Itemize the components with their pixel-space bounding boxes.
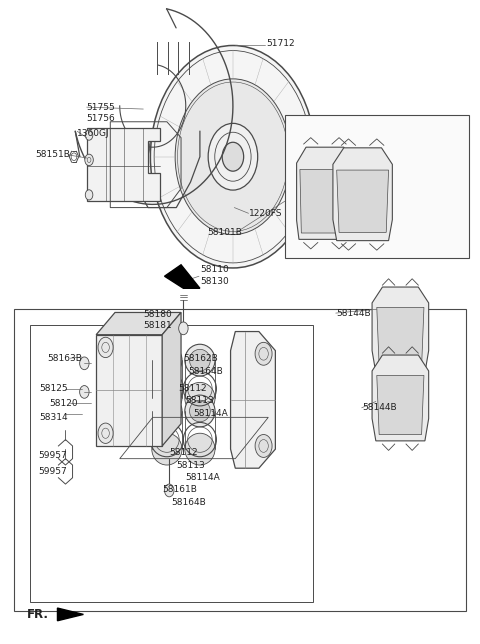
Polygon shape	[297, 147, 353, 240]
Ellipse shape	[190, 400, 210, 422]
Ellipse shape	[249, 194, 264, 208]
Text: 58164B: 58164B	[172, 498, 206, 507]
Polygon shape	[372, 355, 429, 441]
Text: 59957: 59957	[38, 451, 67, 460]
Circle shape	[208, 124, 258, 190]
Circle shape	[85, 154, 93, 166]
Circle shape	[98, 423, 113, 444]
Polygon shape	[96, 335, 162, 446]
Ellipse shape	[152, 383, 182, 414]
Circle shape	[80, 357, 89, 370]
Ellipse shape	[190, 349, 210, 371]
Text: 58162B: 58162B	[183, 354, 218, 363]
Bar	[285, 115, 469, 258]
Text: 58112: 58112	[169, 448, 198, 457]
Text: 58114A: 58114A	[193, 409, 228, 418]
Ellipse shape	[226, 95, 240, 109]
Text: 58314: 58314	[39, 413, 68, 422]
Text: 1220FS: 1220FS	[250, 209, 283, 218]
Bar	[30, 325, 313, 601]
Ellipse shape	[152, 345, 182, 376]
Ellipse shape	[156, 400, 177, 422]
Ellipse shape	[152, 433, 182, 465]
Text: 58180: 58180	[144, 310, 172, 319]
Text: 58161B: 58161B	[162, 485, 197, 494]
Text: 58181: 58181	[144, 321, 172, 330]
Text: 51755: 51755	[87, 102, 116, 111]
Text: 58110: 58110	[200, 265, 228, 274]
Text: 1360GJ: 1360GJ	[77, 129, 110, 138]
Polygon shape	[377, 375, 424, 435]
Text: 58114A: 58114A	[186, 473, 220, 482]
Circle shape	[179, 322, 188, 335]
Text: 51712: 51712	[266, 39, 295, 48]
Text: 58125: 58125	[39, 384, 68, 393]
Text: 58120: 58120	[49, 399, 78, 408]
Text: 58112: 58112	[179, 384, 207, 393]
Ellipse shape	[185, 345, 215, 376]
Polygon shape	[87, 128, 160, 201]
Ellipse shape	[202, 194, 216, 208]
Circle shape	[98, 337, 113, 357]
Text: 58130: 58130	[200, 278, 228, 287]
Bar	[13, 309, 467, 611]
Text: 58164B: 58164B	[188, 367, 223, 376]
Ellipse shape	[156, 349, 177, 371]
Text: 58144B: 58144B	[362, 403, 397, 412]
Circle shape	[150, 46, 315, 268]
Text: 58163B: 58163B	[48, 354, 83, 363]
Ellipse shape	[185, 433, 215, 465]
Text: FR.: FR.	[27, 608, 49, 621]
Text: 59957: 59957	[38, 467, 67, 476]
Ellipse shape	[264, 133, 279, 147]
Circle shape	[165, 484, 174, 497]
Polygon shape	[162, 312, 181, 446]
Polygon shape	[96, 312, 181, 335]
Polygon shape	[230, 332, 276, 468]
Text: 58113: 58113	[186, 396, 215, 405]
Circle shape	[85, 190, 93, 200]
Ellipse shape	[149, 136, 161, 158]
Text: 58113: 58113	[176, 460, 205, 469]
Ellipse shape	[149, 174, 161, 197]
Polygon shape	[300, 169, 350, 233]
Text: 58101B: 58101B	[207, 228, 242, 237]
Text: 58144B: 58144B	[336, 308, 372, 317]
Polygon shape	[372, 287, 429, 373]
Circle shape	[80, 386, 89, 398]
Polygon shape	[165, 265, 200, 289]
Ellipse shape	[185, 383, 215, 414]
Polygon shape	[377, 307, 424, 366]
Polygon shape	[336, 170, 389, 232]
Circle shape	[222, 142, 244, 171]
Text: 51756: 51756	[87, 114, 116, 123]
Polygon shape	[333, 148, 392, 241]
Circle shape	[85, 130, 93, 140]
Circle shape	[175, 79, 291, 234]
Ellipse shape	[185, 395, 215, 427]
Circle shape	[255, 343, 272, 365]
Polygon shape	[58, 608, 84, 621]
Ellipse shape	[152, 395, 182, 427]
Ellipse shape	[187, 133, 202, 147]
Text: 58151B: 58151B	[35, 150, 70, 159]
Circle shape	[255, 435, 272, 457]
